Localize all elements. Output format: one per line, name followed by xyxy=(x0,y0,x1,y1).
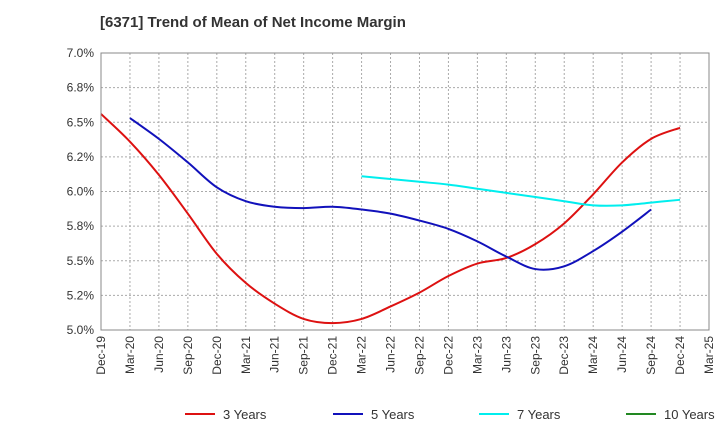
x-tick-label: Jun-24 xyxy=(615,336,629,373)
x-tick-label: Mar-21 xyxy=(239,336,253,374)
series-layer xyxy=(100,113,681,325)
y-tick-layer: 7.0% 6.8% 6.5% 6.2% 6.0% 5.8% 5.5% 5.2% 5.0% xyxy=(67,46,95,337)
y-tick-label: 6.2% xyxy=(67,150,95,164)
y-tick-label: 5.5% xyxy=(67,254,95,268)
grid-layer xyxy=(100,52,710,331)
series-line-3-years xyxy=(100,113,681,325)
legend-label: 7 Years xyxy=(517,407,561,422)
series-line-7-years xyxy=(361,175,681,207)
x-tick-label: Mar-25 xyxy=(702,336,716,374)
series-line-5-years xyxy=(129,117,652,271)
x-tick-label: Jun-20 xyxy=(152,336,166,373)
y-tick-label: 5.2% xyxy=(67,288,95,302)
x-tick-label: Dec-22 xyxy=(441,336,455,375)
x-tick-label: Dec-23 xyxy=(557,336,571,375)
x-tick-label: Dec-21 xyxy=(326,336,340,375)
x-tick-label: Dec-19 xyxy=(94,336,108,375)
x-tick-layer: Dec-19 Mar-20 Jun-20 Sep-20 Dec-20 Mar-21 Jun-… xyxy=(94,336,716,375)
x-tick-label: Jun-22 xyxy=(384,336,398,373)
x-tick-label: Mar-24 xyxy=(586,336,600,374)
x-tick-label: Mar-20 xyxy=(123,336,137,374)
x-tick-label: Dec-24 xyxy=(673,336,687,375)
x-tick-label: Mar-22 xyxy=(355,336,369,374)
y-tick-label: 7.0% xyxy=(67,46,95,60)
y-tick-label: 5.8% xyxy=(67,219,95,233)
x-tick-label: Sep-20 xyxy=(181,336,195,375)
y-tick-label: 6.8% xyxy=(67,81,95,95)
x-tick-label: Sep-23 xyxy=(528,336,542,375)
plot-frame xyxy=(100,52,710,331)
x-tick-label: Sep-24 xyxy=(644,336,658,375)
legend-label: 3 Years xyxy=(223,407,267,422)
x-tick-label: Jun-23 xyxy=(499,336,513,373)
x-tick-label: Jun-21 xyxy=(268,336,282,373)
x-tick-label: Mar-23 xyxy=(470,336,484,374)
chart-title: [6371] Trend of Mean of Net Income Margi… xyxy=(100,14,406,31)
y-tick-label: 6.5% xyxy=(67,115,95,129)
legend-label: 10 Years xyxy=(664,407,715,422)
x-tick-label: Sep-21 xyxy=(297,336,311,375)
y-tick-label: 5.0% xyxy=(67,323,95,337)
x-tick-label: Sep-22 xyxy=(412,336,426,375)
legend-label: 5 Years xyxy=(371,407,415,422)
y-tick-label: 6.0% xyxy=(67,185,95,199)
legend-layer: 3 Years 5 Years 7 Years 10 Years xyxy=(185,407,715,422)
x-tick-label: Dec-20 xyxy=(210,336,224,375)
